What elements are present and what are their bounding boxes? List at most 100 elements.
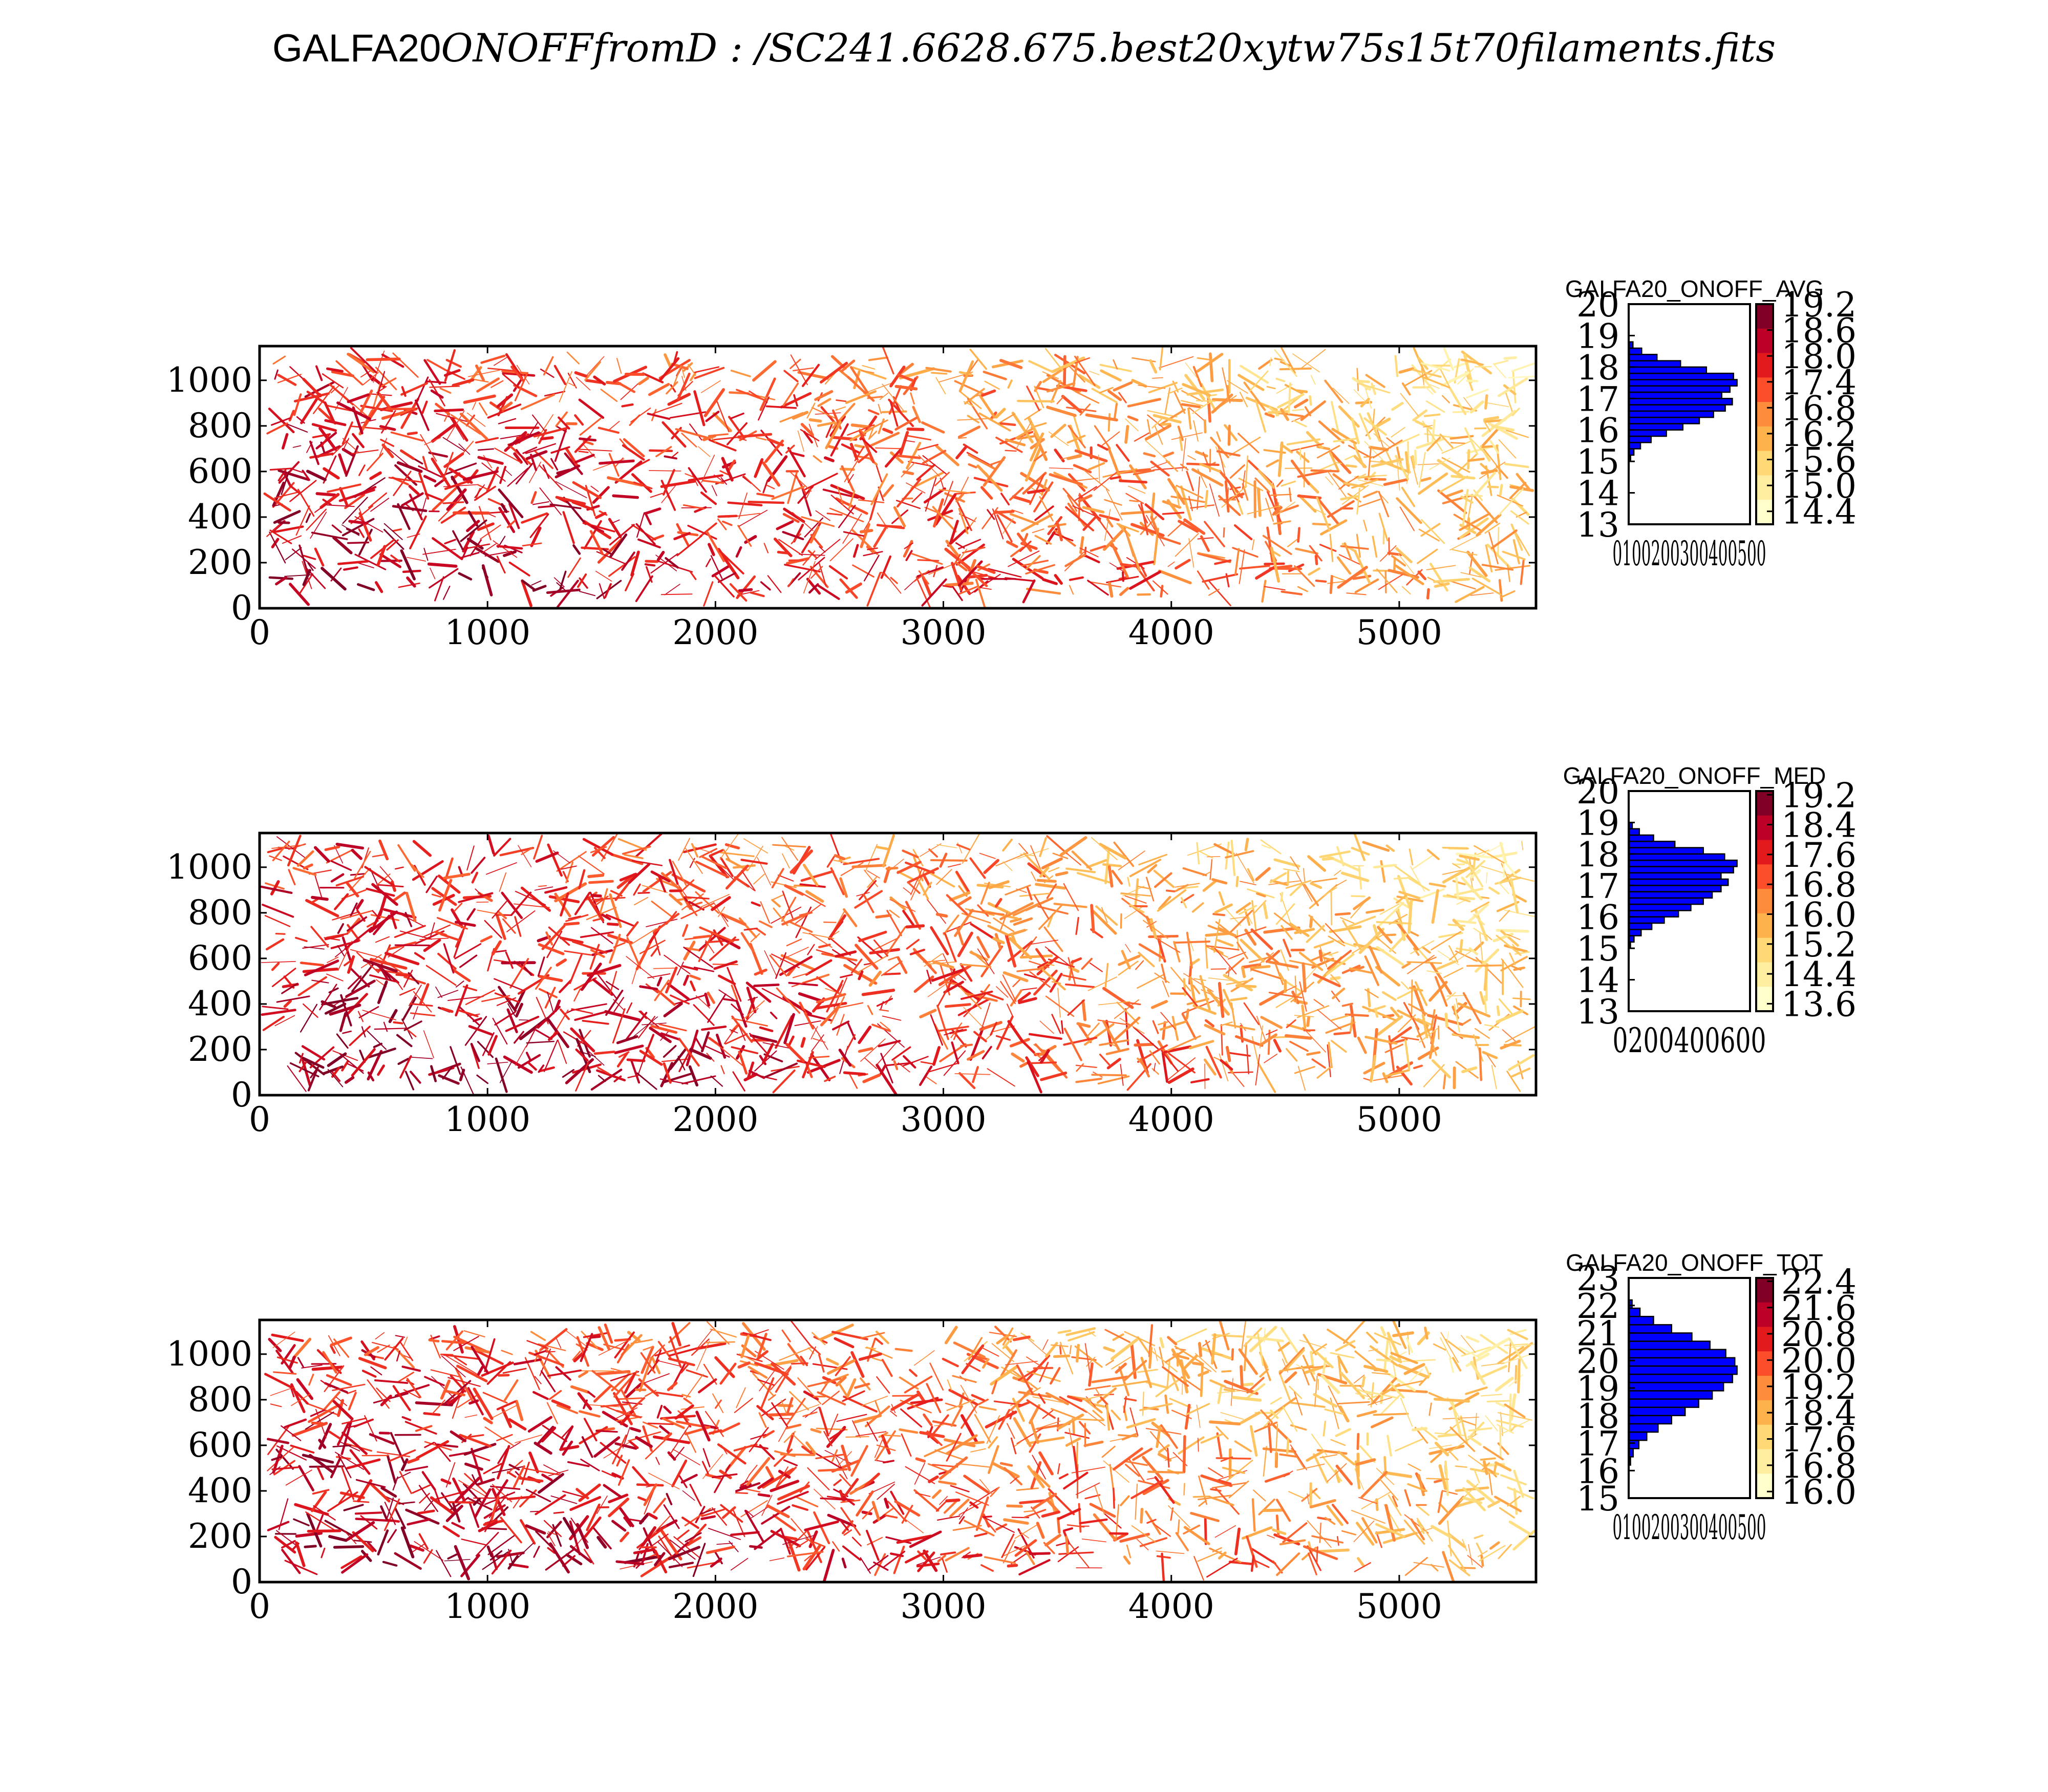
hist-y-tick-label: 15	[1576, 442, 1619, 482]
hist-bar	[1628, 878, 1729, 886]
x-tick-label: 2000	[672, 613, 758, 652]
colorbar-tick-label: 17.6	[1781, 1420, 1857, 1459]
hist-bar	[1628, 391, 1722, 399]
hist-y-tick-label: 18	[1576, 348, 1619, 388]
colorbar-segment	[1756, 987, 1773, 1012]
hist-bar	[1628, 410, 1714, 418]
colorbar-tick-label: 19.2	[1781, 776, 1857, 815]
colorbar-tick-label: 17.6	[1781, 836, 1857, 875]
hist-bar	[1628, 366, 1708, 374]
y-tick-label: 0	[231, 588, 252, 628]
y-tick-label: 400	[188, 1471, 252, 1510]
hist-bar	[1628, 1398, 1699, 1408]
colorbar-frame	[1755, 1277, 1774, 1499]
colorbar-tick-label: 14.4	[1781, 493, 1857, 532]
hist-bar	[1628, 1415, 1673, 1425]
colorbar-frame	[1755, 303, 1774, 525]
colorbar-tick-label: 17.4	[1781, 363, 1857, 402]
x-tick-label: 0	[249, 1587, 270, 1626]
hist-y-tick-label: 13	[1576, 992, 1619, 1032]
y-tick-label: 800	[188, 1380, 252, 1419]
x-tick-label: 5000	[1356, 613, 1442, 652]
hist-y-tick-label: 16	[1576, 411, 1619, 451]
colorbar-segment	[1756, 1449, 1773, 1474]
hist-bar	[1628, 897, 1704, 905]
colorbar-tick-label: 18.4	[1781, 1394, 1857, 1433]
y-tick-label: 200	[188, 1517, 252, 1556]
x-tick-label: 5000	[1356, 1587, 1442, 1626]
colorbar-tick-label: 16.0	[1781, 895, 1857, 935]
x-tick-label: 1000	[444, 613, 530, 652]
hist-bar	[1628, 416, 1700, 424]
colorbar-tick-label: 18.6	[1781, 311, 1857, 351]
hist-bar	[1628, 398, 1733, 406]
hist-y-tick-label: 22	[1576, 1287, 1619, 1326]
hist-bar	[1628, 1307, 1641, 1317]
hist-bar	[1628, 1316, 1654, 1326]
colorbar-segment	[1756, 1327, 1773, 1352]
hist-y-tick-label: 20	[1576, 285, 1619, 325]
hist-y-tick-label: 15	[1576, 1479, 1619, 1519]
colorbar-tick-label: 13.6	[1781, 985, 1857, 1024]
filament-map	[264, 1320, 1536, 1582]
colorbar-segment	[1756, 500, 1773, 525]
hist-axes-frame	[1628, 303, 1751, 525]
hist-bar	[1628, 1390, 1713, 1400]
panel-3: 0 1000 2000 3000 4000 5000 0 200 400 600 800 1000 GA…	[166, 1249, 1857, 1626]
x-tick-label: 4000	[1128, 1587, 1214, 1626]
colorbar-segment	[1756, 864, 1773, 889]
hist-bar	[1628, 828, 1640, 836]
hist-title: GALFA20_ONOFF_AVG	[1565, 275, 1824, 302]
hist-y-tick-label: 16	[1576, 898, 1619, 937]
x-tick-label: 4000	[1128, 1100, 1214, 1139]
hist-y-tick-label: 15	[1576, 929, 1619, 969]
hist-bar	[1628, 1382, 1724, 1392]
hist-bar	[1628, 372, 1734, 380]
main-axes-frame	[258, 1318, 1538, 1584]
colorbar-tick-label: 16.8	[1781, 1446, 1857, 1486]
colorbar-tick-label: 20.8	[1781, 1315, 1857, 1354]
hist-title: GALFA20_ONOFF_MED	[1563, 762, 1826, 789]
y-tick-label: 400	[188, 497, 252, 537]
hist-bar	[1628, 1340, 1711, 1350]
hist-y-tick-label: 19	[1576, 316, 1619, 356]
x-tick-label: 3000	[901, 1100, 987, 1139]
hist-y-tick-label: 19	[1576, 1369, 1619, 1409]
colorbar-segment	[1756, 353, 1773, 378]
colorbar-tick-label: 16.2	[1781, 415, 1857, 454]
colorbar-tick-label: 16.8	[1781, 389, 1857, 428]
colorbar-segment	[1756, 1424, 1773, 1449]
hist-y-tick-label: 19	[1576, 803, 1619, 843]
hist-y-tick-label: 20	[1576, 1341, 1619, 1381]
colorbar-segment	[1756, 937, 1773, 963]
hist-bar	[1628, 916, 1665, 924]
hist-bar	[1628, 866, 1734, 873]
colorbar-segment	[1756, 840, 1773, 865]
colorbar-tick-label: 18.0	[1781, 337, 1857, 376]
x-tick-label: 0	[249, 613, 270, 652]
hist-y-tick-label: 18	[1576, 1397, 1619, 1436]
y-tick-label: 800	[188, 893, 252, 932]
hist-axes-frame	[1628, 790, 1751, 1012]
hist-y-tick-label: 17	[1576, 866, 1619, 906]
hist-bar	[1628, 347, 1642, 355]
hist-bar	[1628, 891, 1713, 899]
colorbar-segment	[1756, 1376, 1773, 1401]
hist-bar	[1628, 1406, 1686, 1416]
colorbar-segment	[1756, 426, 1773, 452]
hist-bar	[1628, 910, 1679, 918]
x-tick-label: 5000	[1356, 1100, 1442, 1139]
hist-bar	[1628, 885, 1722, 892]
figure-title-main: GALFA20	[272, 27, 441, 70]
hist-x-tick-labels: 0100200300400500	[1613, 1508, 1766, 1547]
hist-bar	[1628, 929, 1642, 936]
hist-bar	[1628, 423, 1684, 431]
colorbar-segment	[1756, 304, 1773, 329]
hist-y-tick-label: 14	[1576, 961, 1619, 1000]
y-tick-label: 400	[188, 984, 252, 1023]
x-tick-label: 1000	[444, 1587, 530, 1626]
figure-title: GALFA20ONOFFfromD : /SC241.6628.675.best…	[272, 25, 1776, 71]
x-tick-label: 0	[249, 1100, 270, 1139]
